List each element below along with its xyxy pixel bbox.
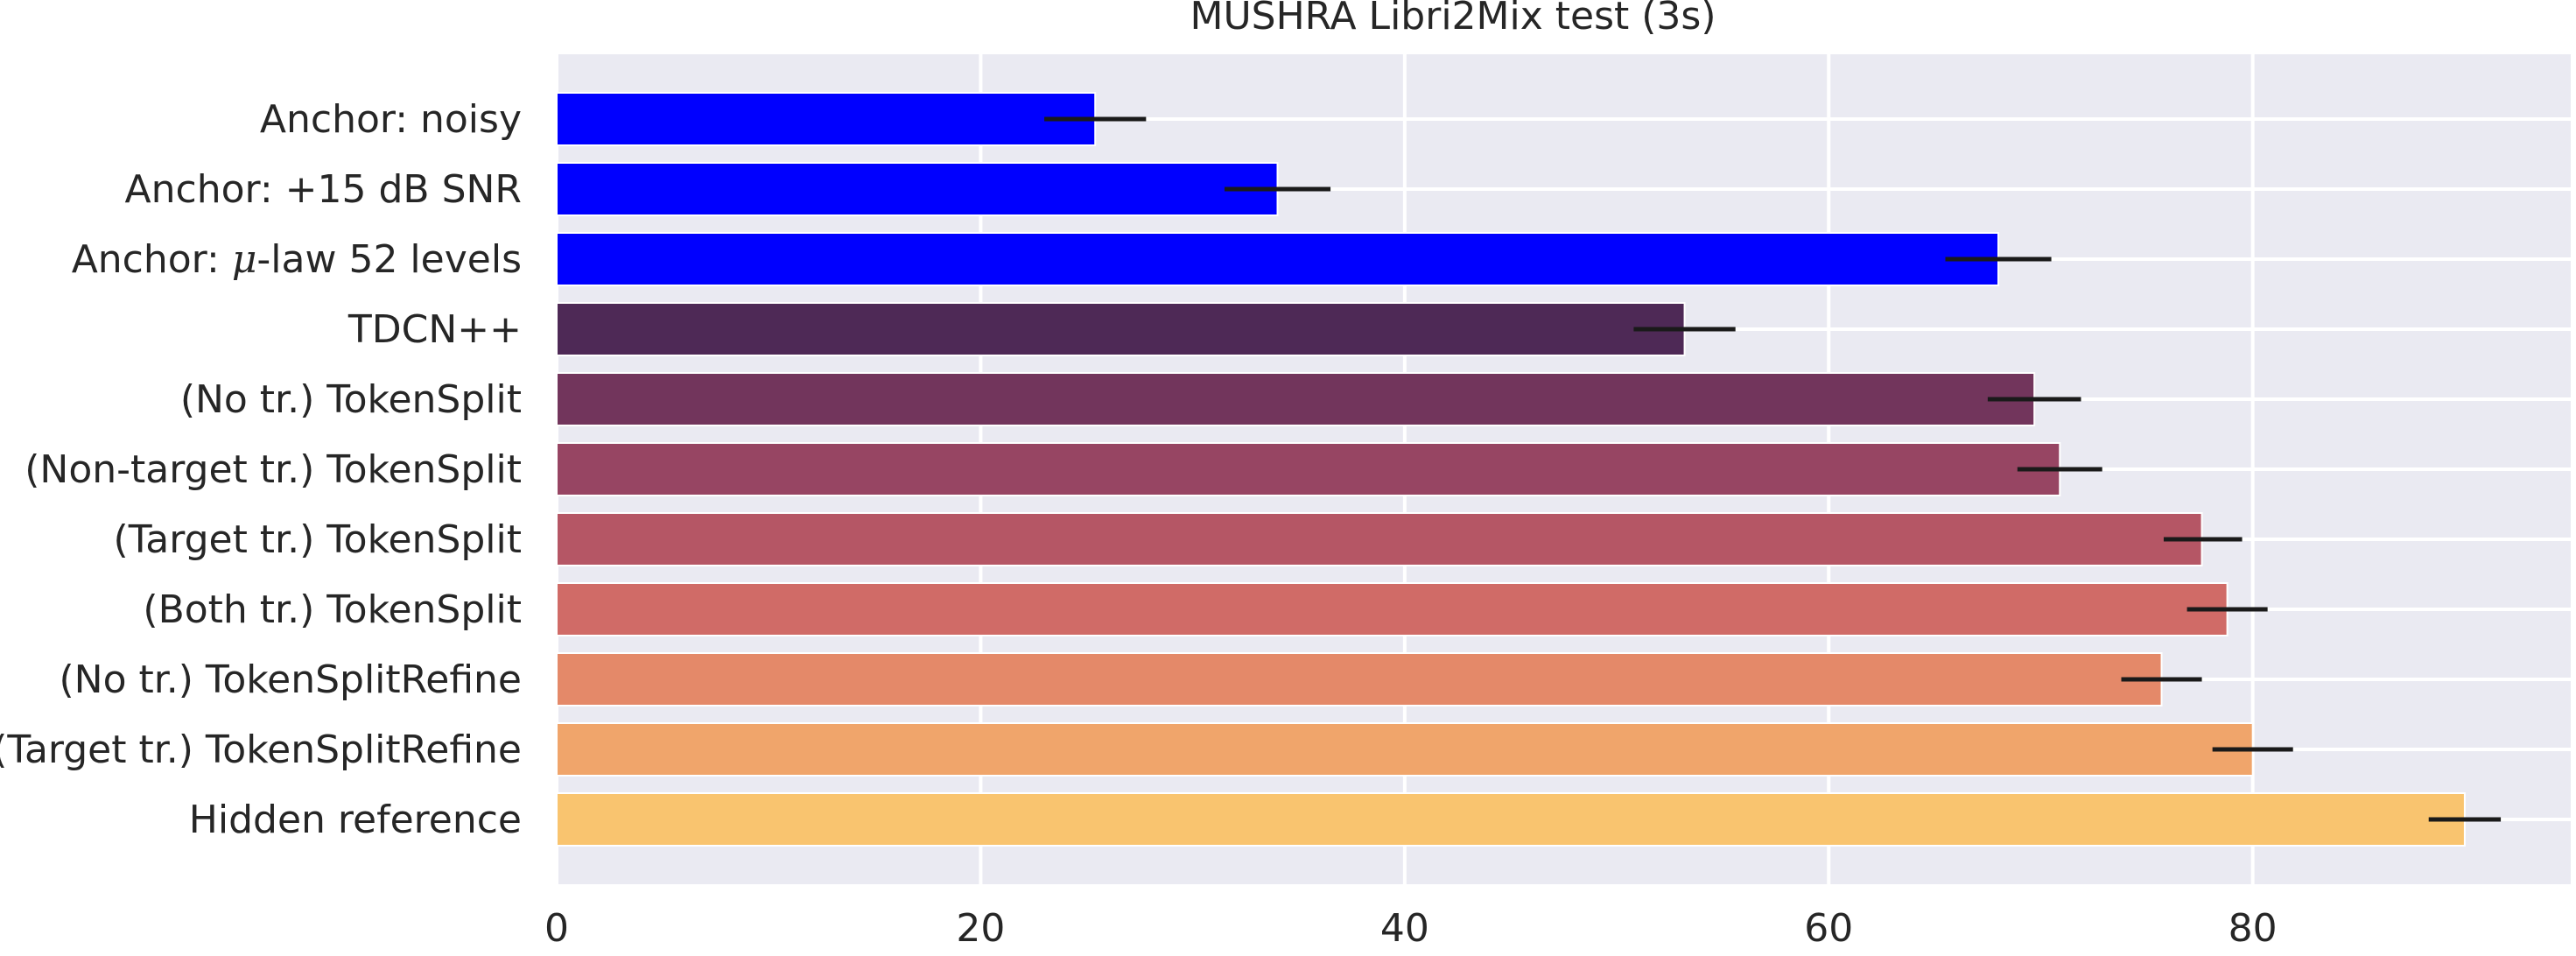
bar xyxy=(556,302,1686,356)
x-tick-label: 80 xyxy=(2229,906,2278,951)
bar xyxy=(556,162,1279,216)
bar xyxy=(556,792,2466,847)
category-label: Anchor: μ-law 52 levels xyxy=(72,237,522,282)
bar xyxy=(556,372,2036,426)
x-tick-label: 40 xyxy=(1380,906,1429,951)
bar xyxy=(556,582,2229,636)
category-label: (Target tr.) TokenSplit xyxy=(114,517,522,562)
x-tick-label: 60 xyxy=(1804,906,1853,951)
bar xyxy=(556,722,2254,777)
x-tick-label: 0 xyxy=(544,906,569,951)
chart-title: MUSHRA Libri2Mix test (3s) xyxy=(1190,0,1716,39)
category-label: (No tr.) TokenSplit xyxy=(180,377,522,422)
category-label: (Both tr.) TokenSplit xyxy=(143,587,522,632)
bar xyxy=(556,232,2000,286)
bar xyxy=(556,442,2061,496)
bar xyxy=(556,512,2203,566)
category-label: Anchor: +15 dB SNR xyxy=(125,167,522,212)
bar xyxy=(556,652,2163,706)
bar xyxy=(556,92,1097,146)
x-tick-labels: 0 20 40 60 80 xyxy=(544,906,2278,951)
category-label: (Target tr.) TokenSplitRefine xyxy=(0,728,522,772)
category-label: Hidden reference xyxy=(189,798,522,842)
category-label: (Non-target tr.) TokenSplit xyxy=(25,447,522,492)
x-tick-label: 20 xyxy=(956,906,1005,951)
bars xyxy=(556,92,2466,847)
error-bars xyxy=(1044,116,2502,822)
category-label: Anchor: noisy xyxy=(260,97,522,142)
category-label: (No tr.) TokenSplitRefine xyxy=(59,657,522,702)
category-label: TDCN++ xyxy=(347,307,522,352)
category-labels: Anchor: noisy Anchor: +15 dB SNR Anchor: μ… xyxy=(0,97,522,842)
